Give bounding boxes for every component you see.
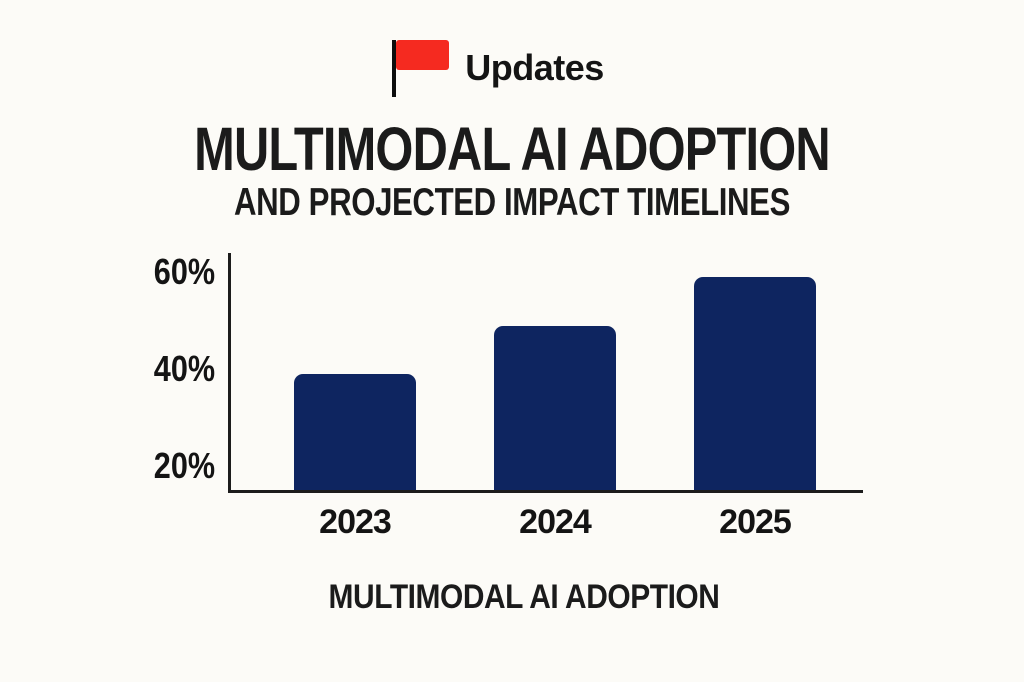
y-axis-tick-label-60: 60% (153, 251, 215, 293)
page-subtitle: AND PROJECTED IMPACT TIMELINES (234, 181, 790, 224)
updates-label: Updates (465, 47, 604, 88)
bar-chart-plot-area: 2023 2024 2025 20% 40% 60% (154, 253, 863, 539)
bars-container (231, 253, 863, 490)
flag-cloth (396, 40, 450, 70)
x-axis-label-2024: 2024 (519, 503, 592, 541)
flag-pole (392, 40, 397, 97)
x-axis-label-2023: 2023 (319, 503, 392, 541)
bar-2023 (294, 373, 416, 490)
red-flag-icon (392, 40, 450, 97)
x-axis-labels: 2023 2024 2025 (231, 505, 863, 539)
updates-badge: Updates (0, 40, 1010, 97)
bar-2024 (494, 325, 616, 490)
bar-2025 (694, 277, 816, 490)
y-axis-tick-label-40: 40% (153, 348, 215, 390)
x-axis-label-2025: 2025 (719, 503, 792, 541)
page-title: MULTIMODAL AI ADOPTION (194, 115, 831, 183)
y-axis-tick-label-20: 20% (153, 444, 215, 486)
x-axis-title: MULTIMODAL AI ADOPTION (328, 578, 720, 616)
